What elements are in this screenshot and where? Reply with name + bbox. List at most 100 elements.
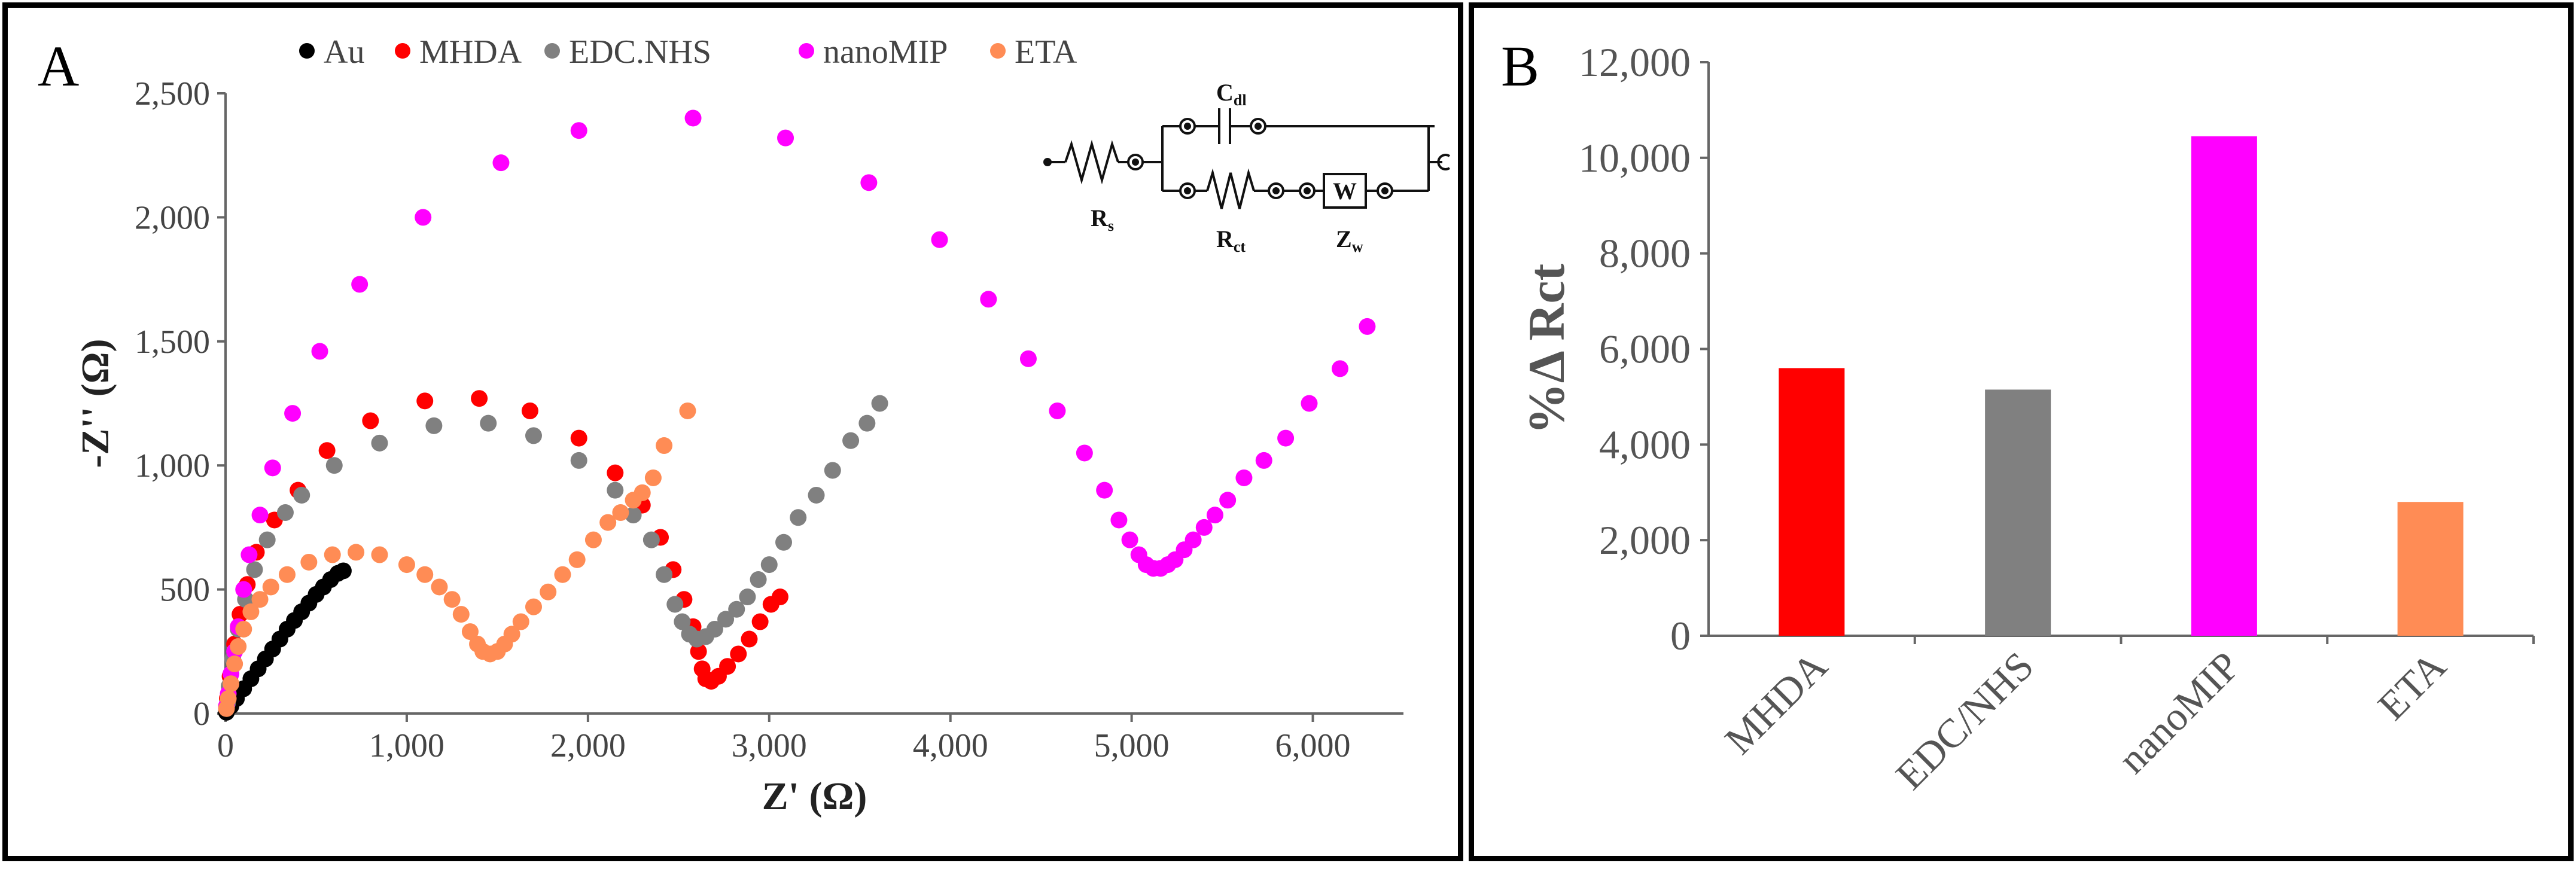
point-nanomip <box>1049 402 1066 419</box>
point-mhda <box>607 464 624 481</box>
panel-letter-b: B <box>1501 34 1539 98</box>
y-axis-title: -Z'' (Ω) <box>74 339 117 468</box>
rct-label: Rct <box>1216 225 1246 255</box>
point-edc-nhs <box>717 611 735 628</box>
point-nanomip <box>1301 395 1318 412</box>
point-mhda <box>521 402 538 419</box>
point-nanomip <box>1277 429 1295 447</box>
point-nanomip <box>1219 492 1237 509</box>
point-au <box>334 562 352 580</box>
point-mhda <box>751 613 769 630</box>
point-edc-nhs <box>706 620 723 638</box>
panel-a: A 0 1,000 2,000 3,000 4,000 5,000 6,000 0 500 1,0… <box>2 2 1463 861</box>
point-nanomip <box>1121 531 1138 548</box>
y-tick-label: 10,000 <box>1579 135 1691 181</box>
point-eta <box>230 638 247 655</box>
warburg-box-label: W <box>1333 178 1357 205</box>
point-nanomip <box>570 122 587 139</box>
point-eta <box>262 578 279 596</box>
point-eta <box>324 546 341 563</box>
y-axis-title: %Δ Rct <box>1518 263 1575 434</box>
point-eta <box>251 591 269 608</box>
point-eta <box>223 675 240 693</box>
point-eta <box>242 603 260 620</box>
point-edc-nhs <box>246 561 263 578</box>
point-edc-nhs <box>525 427 542 444</box>
point-edc-nhs <box>824 462 841 479</box>
point-eta <box>679 402 696 419</box>
point-edc-nhs <box>293 486 310 504</box>
x-tick-label: 4,000 <box>913 727 988 764</box>
x-tick-label-edc-nhs: EDC/NHS <box>1887 643 2042 798</box>
point-nanomip <box>1110 511 1128 529</box>
point-eta <box>431 578 448 596</box>
point-nanomip <box>264 459 281 477</box>
point-nanomip <box>235 581 252 598</box>
point-edc-nhs <box>728 600 745 618</box>
equivalent-circuit-inset <box>1043 108 1451 209</box>
point-nanomip <box>284 405 302 422</box>
zw-label: Zw <box>1336 225 1363 255</box>
point-mhda <box>362 412 379 429</box>
legend-label-nanomip: nanoMIP <box>823 33 948 71</box>
nyquist-plot: A 0 1,000 2,000 3,000 4,000 5,000 6,000 0 500 1,0… <box>38 33 1451 818</box>
point-eta <box>443 591 461 608</box>
point-edc-nhs <box>808 486 825 504</box>
point-eta <box>371 546 388 563</box>
point-edc-nhs <box>750 571 767 589</box>
bar-nanomip <box>2191 136 2257 636</box>
legend-label-mhda: MHDA <box>419 33 522 71</box>
point-edc-nhs <box>325 457 343 474</box>
point-nanomip <box>1331 360 1348 377</box>
x-axis-title: Z' (Ω) <box>762 775 867 818</box>
point-eta <box>416 566 434 583</box>
point-nanomip <box>240 546 258 563</box>
point-mhda <box>416 392 434 410</box>
y-tick-label: 2,000 <box>1599 517 1691 563</box>
point-eta <box>452 606 470 623</box>
y-tick-label: 12,000 <box>1579 39 1691 85</box>
point-edc-nhs <box>790 509 807 526</box>
point-edc-nhs <box>371 434 388 452</box>
point-mhda <box>730 645 747 663</box>
legend-label-au: Au <box>324 33 364 71</box>
point-edc-nhs <box>276 504 294 522</box>
point-eta <box>634 484 651 501</box>
point-eta <box>461 623 479 641</box>
point-edc-nhs <box>656 566 673 583</box>
x-tick-label: 5,000 <box>1094 727 1170 764</box>
point-edc-nhs <box>643 531 660 548</box>
point-eta <box>235 620 252 638</box>
point-mhda <box>771 589 788 606</box>
point-nanomip <box>351 276 369 293</box>
point-nanomip <box>1235 469 1253 486</box>
legend-marker-edc-nhs <box>544 43 560 59</box>
bar-mhda <box>1779 368 1845 636</box>
point-edc-nhs <box>607 481 624 499</box>
point-mhda <box>318 442 336 459</box>
point-nanomip <box>684 109 702 127</box>
point-nanomip <box>1019 350 1037 367</box>
x-tick-label: 3,000 <box>732 727 807 764</box>
point-eta <box>300 553 318 571</box>
point-nanomip <box>1359 318 1376 335</box>
legend-marker-eta <box>990 43 1006 59</box>
y-tick-label: 4,000 <box>1599 422 1691 467</box>
point-edc-nhs <box>258 531 276 548</box>
point-edc-nhs <box>871 395 888 412</box>
point-eta <box>612 504 629 522</box>
bar-eta <box>2397 502 2464 636</box>
point-edc-nhs <box>570 452 587 469</box>
point-eta <box>503 626 520 643</box>
panel-b: B 0 2,000 4,000 6,000 8,000 10,000 12,000 %Δ Rc… <box>1469 2 2574 861</box>
point-mhda <box>690 643 707 660</box>
point-eta <box>226 655 243 673</box>
y-tick-label: 500 <box>160 572 210 609</box>
legend-marker-nanomip <box>799 43 814 59</box>
point-nanomip <box>492 154 510 172</box>
legend-label-eta: ETA <box>1015 33 1077 71</box>
x-tick-label: 0 <box>217 727 234 764</box>
x-tick-label-eta: ETA <box>2369 643 2455 728</box>
point-eta <box>348 544 365 561</box>
point-edc-nhs <box>842 432 860 449</box>
